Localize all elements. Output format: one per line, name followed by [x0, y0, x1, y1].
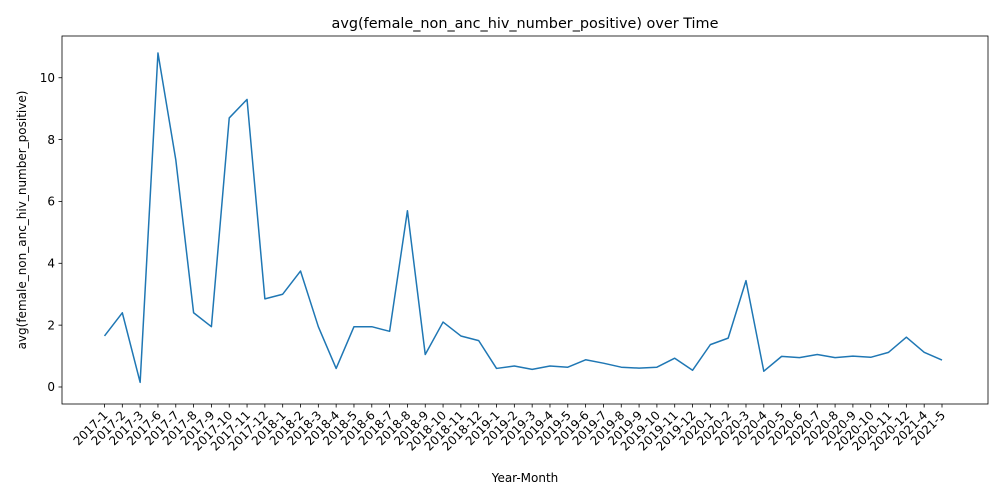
y-tick-label: 10 — [40, 71, 55, 85]
series-line — [103, 52, 943, 384]
x-axis-label: Year-Month — [491, 471, 559, 485]
plot-area-frame — [61, 35, 989, 405]
y-tick-label: 0 — [47, 380, 55, 394]
y-tick-label: 6 — [47, 195, 55, 209]
y-axis-label: avg(female_non_anc_hiv_number_positive) — [15, 91, 29, 350]
y-tick-label: 2 — [47, 318, 55, 332]
chart-title: avg(female_non_anc_hiv_number_positive) … — [332, 16, 719, 32]
x-axis-ticks: 2017-12017-22017-32017-62017-72017-82017… — [71, 404, 948, 454]
y-axis-ticks: 0 2 4 6 8 10 — [40, 71, 62, 394]
y-tick-label: 8 — [47, 133, 55, 147]
y-tick-label: 4 — [47, 256, 55, 270]
